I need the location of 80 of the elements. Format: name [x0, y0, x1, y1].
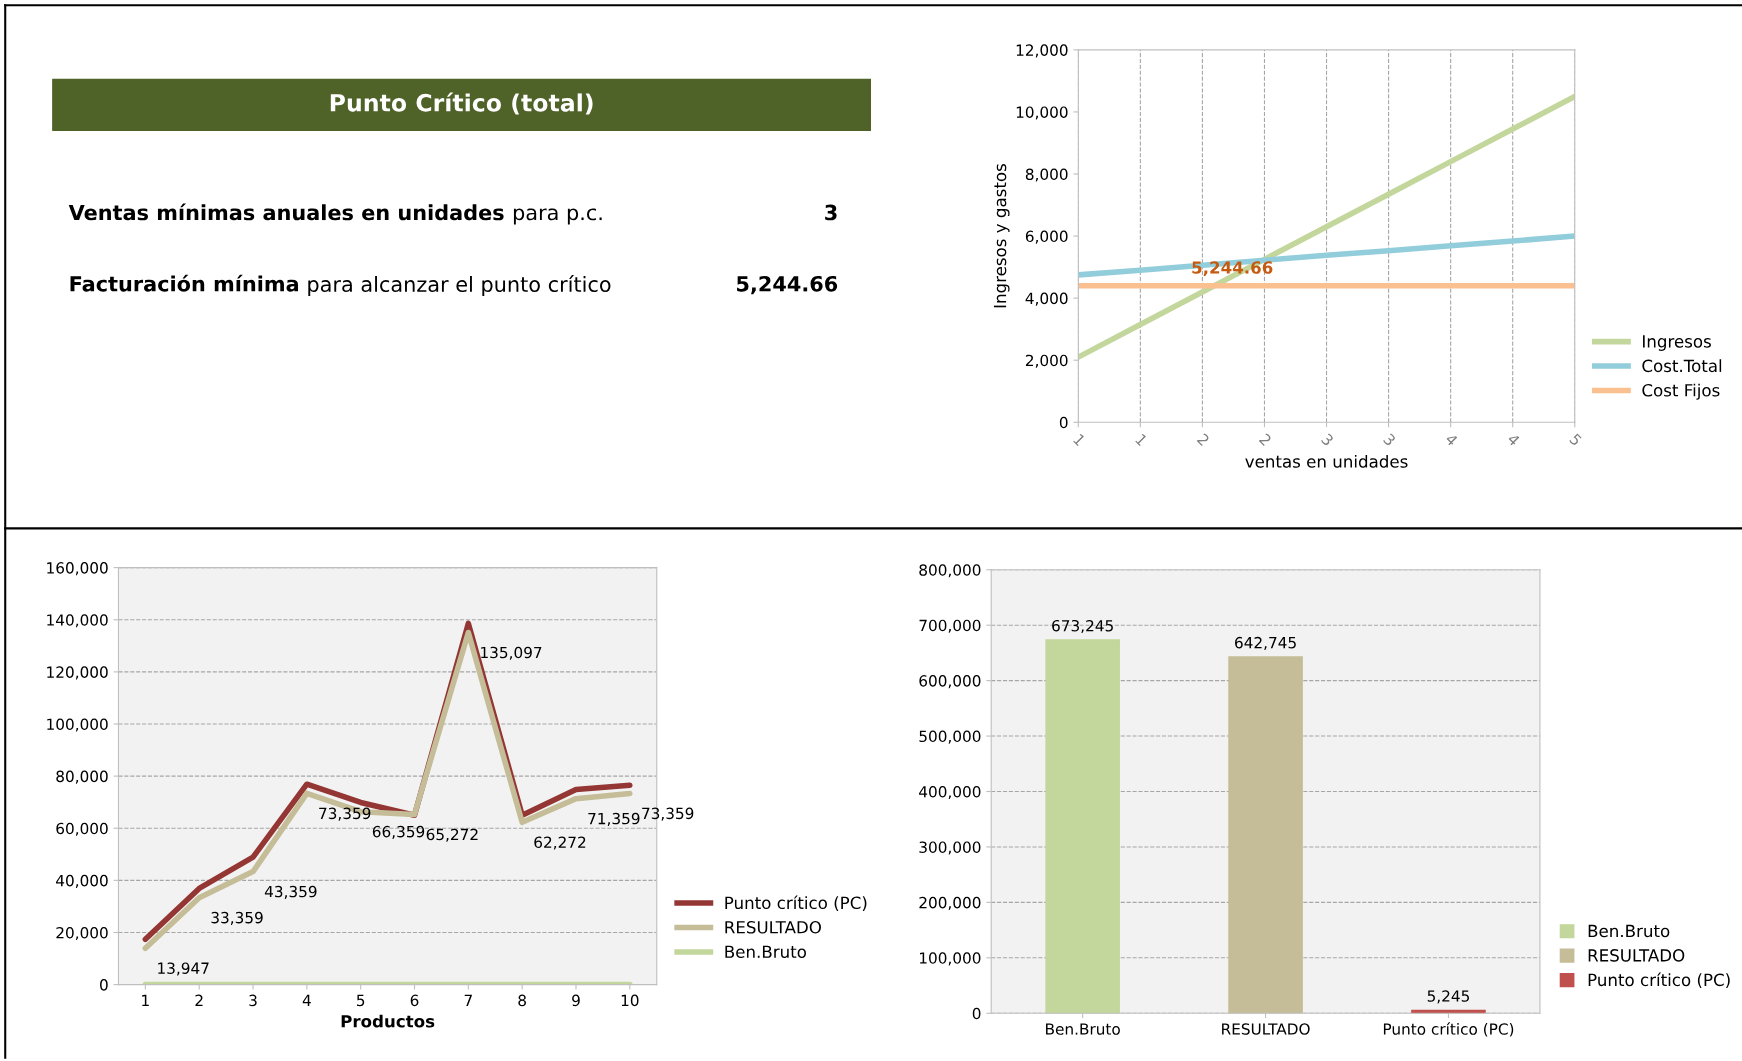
x-tick-label: 4	[1444, 432, 1459, 447]
text: para p.c.	[513, 208, 602, 225]
data-label: 65,272	[426, 828, 478, 842]
x-tick-label: 6	[410, 994, 419, 1007]
x-tick-label: 5	[1569, 433, 1583, 447]
x-tick-label: RESULTADO	[1222, 1023, 1310, 1035]
x-axis-title: Productos	[341, 1014, 435, 1028]
text: Facturación mínima	[70, 274, 299, 292]
y-tick-label: 10,000	[1016, 106, 1068, 120]
legend-label: RESULTADO	[725, 920, 821, 934]
legend-label: Ingresos	[1643, 335, 1711, 351]
x-tick-label: 4	[1506, 432, 1521, 447]
y-tick-label: 40,000	[56, 874, 108, 888]
x-tick-label: 10	[621, 994, 639, 1007]
data-label: 33,359	[211, 911, 263, 925]
legend-label: Punto crítico (PC)	[725, 895, 867, 912]
x-tick-label: Punto crítico (PC)	[1383, 1022, 1514, 1037]
data-label: 135,097	[481, 646, 542, 660]
y-tick-label: 0	[100, 979, 108, 991]
legend-label: Ben.Bruto	[1588, 924, 1670, 938]
x-tick-label: 3	[1382, 433, 1397, 447]
y-tick-label: 6,000	[1025, 230, 1068, 244]
data-label: 13,947	[158, 962, 209, 976]
y-tick-label: 700,000	[919, 619, 981, 633]
data-label: 73,359	[319, 807, 371, 821]
legend-label: RESULTADO	[1588, 949, 1685, 962]
x-tick-label: 2	[195, 994, 203, 1006]
y-tick-label: 800,000	[919, 564, 981, 578]
legend-label: Punto crítico (PC)	[1588, 972, 1730, 989]
text: Ventas mínimas anuales en unidades	[68, 203, 504, 221]
y-tick-label: 8,000	[1025, 168, 1068, 182]
text: para alcanzar el punto crítico	[308, 275, 611, 297]
x-tick-label: 1	[1073, 433, 1086, 447]
y-tick-label: 140,000	[47, 614, 108, 628]
data-label: 62,272	[534, 836, 586, 850]
y-tick-label: 0	[1059, 416, 1068, 429]
x-tick-label: 2	[1196, 432, 1210, 446]
y-tick-label: 120,000	[47, 666, 108, 680]
y-tick-label: 200,000	[919, 896, 981, 910]
x-axis-title: ventas en unidades	[1245, 454, 1408, 468]
x-tick-label: 5	[357, 994, 365, 1007]
annotation: 5,244.66	[1192, 261, 1273, 276]
x-tick-label: 4	[302, 994, 311, 1006]
y-tick-label: 12,000	[1016, 44, 1068, 58]
y-tick-label: 600,000	[919, 675, 981, 689]
y-tick-label: 60,000	[56, 822, 108, 836]
data-label: 66,359	[372, 825, 425, 839]
y-tick-label: 4,000	[1025, 292, 1068, 306]
x-tick-label: 7	[464, 994, 472, 1006]
data-label: 5,245	[1427, 990, 1470, 1004]
text: 3	[825, 204, 837, 221]
data-label: 642,745	[1235, 636, 1296, 650]
text: Punto Crítico (total)	[330, 92, 593, 115]
y-tick-label: 0	[972, 1007, 981, 1020]
y-tick-label: 2,000	[1025, 354, 1068, 368]
legend-label: Cost.Total	[1642, 359, 1722, 373]
data-label: 73,359	[642, 807, 694, 821]
y-tick-label: 100,000	[919, 952, 981, 966]
x-tick-label: Ben.Bruto	[1046, 1023, 1120, 1035]
legend-label: Cost Fijos	[1642, 383, 1720, 400]
y-tick-label: 160,000	[47, 562, 108, 576]
y-tick-label: 400,000	[919, 785, 981, 800]
data-label: 673,245	[1052, 619, 1113, 634]
y-tick-label: 80,000	[56, 770, 108, 784]
y-tick-label: 100,000	[47, 718, 108, 732]
legend-label: Ben.Bruto	[725, 945, 806, 959]
x-tick-label: 9	[572, 994, 580, 1007]
x-tick-label: 3	[249, 994, 257, 1007]
x-tick-label: 1	[142, 994, 149, 1006]
x-tick-label: 3	[1320, 433, 1335, 447]
text: 5,244.66	[737, 275, 838, 295]
x-tick-label: 8	[518, 994, 526, 1007]
x-tick-label: 1	[1135, 433, 1148, 447]
data-label: 43,359	[264, 885, 317, 899]
y-tick-label: 500,000	[919, 730, 981, 744]
y-tick-label: 300,000	[919, 841, 981, 855]
x-tick-label: 2	[1258, 432, 1272, 446]
y-tick-label: 20,000	[56, 926, 108, 941]
data-label: 71,359	[588, 812, 640, 826]
y-axis-title: Ingresos y gastos	[993, 164, 1010, 308]
